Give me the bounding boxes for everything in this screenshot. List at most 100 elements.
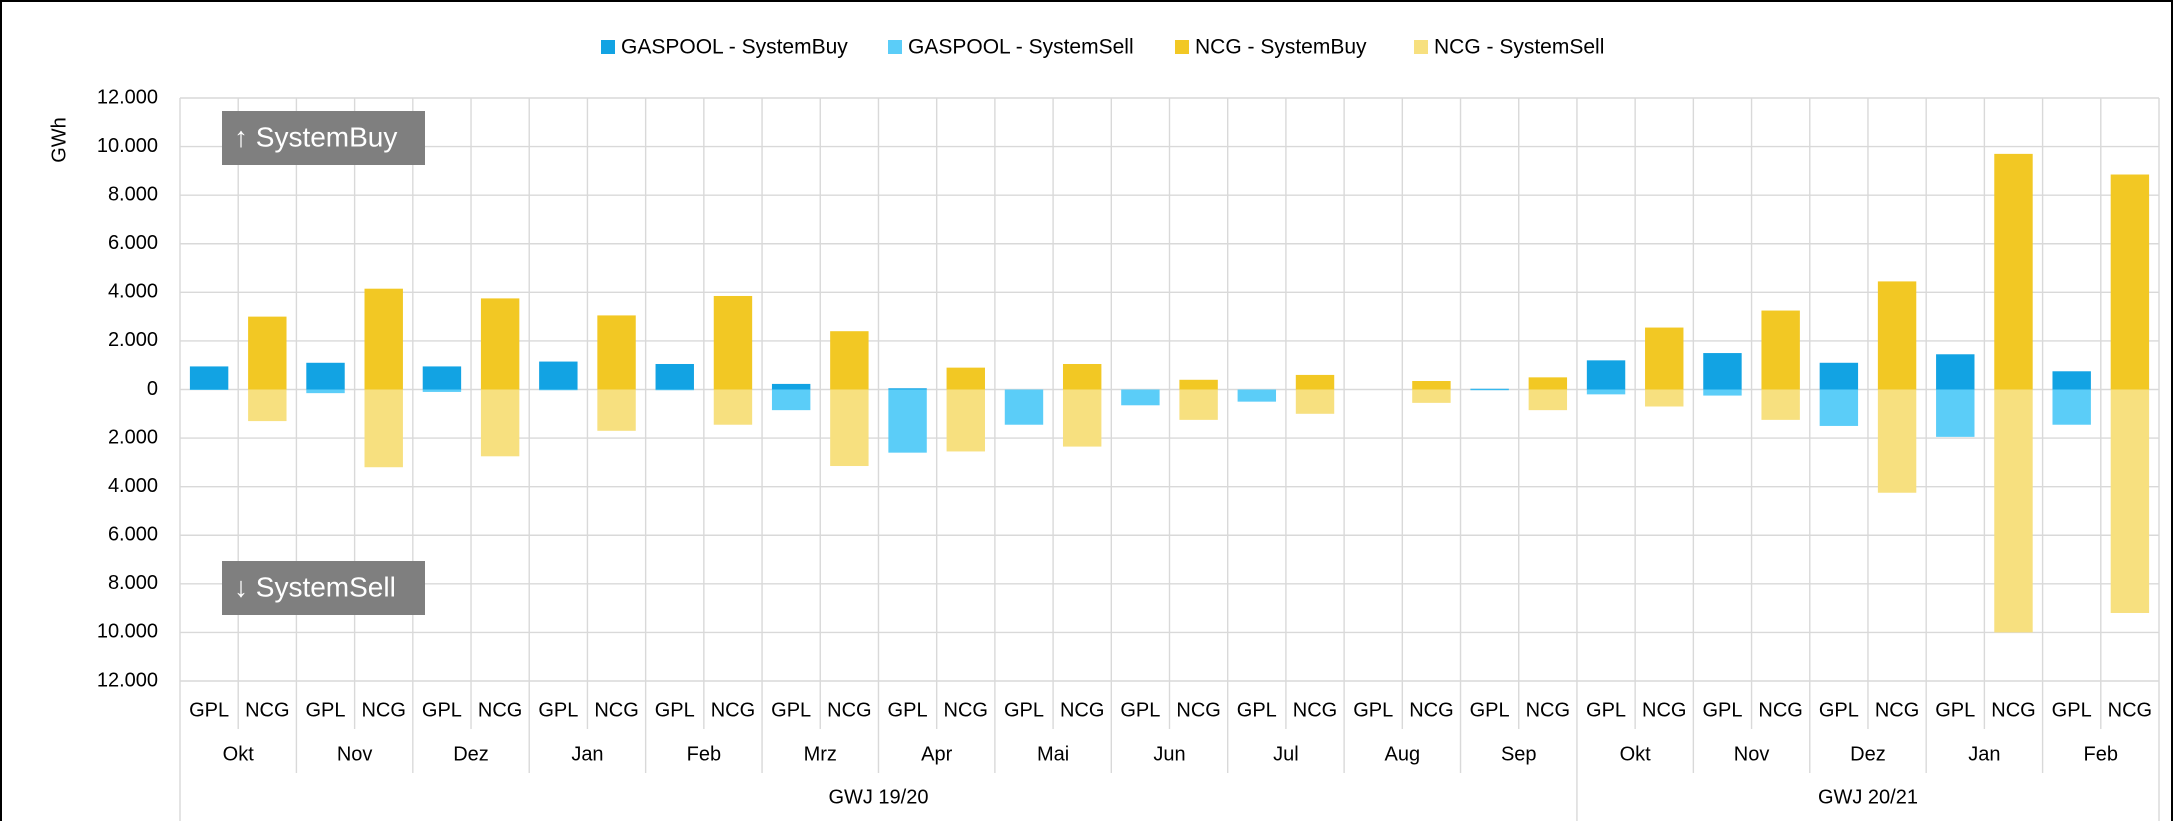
x-month-label: Aug	[1385, 743, 1421, 765]
x-subcategory-label: NCG	[1409, 699, 1453, 721]
x-subcategory-label: GPL	[655, 699, 695, 721]
x-subcategory-label: NCG	[2108, 699, 2152, 721]
x-month-label: Sep	[1501, 743, 1537, 765]
x-month-label: Apr	[921, 743, 952, 765]
x-subcategory-label: NCG	[1526, 699, 1570, 721]
x-month-label: Dez	[453, 743, 489, 765]
bar	[189, 366, 229, 390]
bar	[539, 361, 578, 390]
x-subcategory-label: NCG	[827, 699, 871, 721]
x-month-label: Jun	[1153, 743, 1185, 765]
bar	[2052, 389, 2091, 425]
legend-label: NCG - SystemBuy	[1195, 36, 1367, 59]
bar	[1528, 389, 1568, 411]
bar	[364, 288, 403, 390]
bar	[1994, 389, 2033, 633]
x-subcategory-label: NCG	[1991, 699, 2035, 721]
y-tick-label: 8.000	[108, 572, 158, 594]
bar	[1470, 388, 1509, 390]
y-tick-label: 4.000	[108, 281, 158, 303]
bar	[1295, 389, 1335, 414]
bar	[1819, 389, 1859, 426]
x-month-label: Feb	[2084, 743, 2118, 765]
x-subcategory-label: NCG	[245, 699, 289, 721]
bar	[480, 298, 520, 390]
y-tick-label: 0	[147, 378, 158, 400]
legend-label: GASPOOL - SystemSell	[908, 36, 1134, 59]
bar	[306, 362, 345, 390]
bar	[480, 389, 520, 457]
y-tick-label: 2.000	[108, 329, 158, 351]
bar	[306, 389, 345, 394]
bar	[1645, 389, 1684, 407]
bar	[713, 389, 753, 425]
x-month-label: Nov	[1734, 743, 1770, 765]
y-tick-label: 2.000	[108, 426, 158, 448]
x-subcategory-label: GPL	[1353, 699, 1393, 721]
bar	[1004, 389, 1044, 425]
x-subcategory-label: GPL	[189, 699, 229, 721]
bar	[1586, 360, 1626, 390]
bar	[830, 389, 869, 467]
x-subcategory-label: NCG	[944, 699, 988, 721]
bar	[655, 363, 694, 390]
bar	[1470, 389, 1509, 391]
bar	[1761, 389, 1800, 420]
x-subcategory-label: NCG	[1758, 699, 1802, 721]
bar	[1936, 354, 1975, 390]
bar	[1936, 389, 1975, 437]
annotation: ↓ SystemSell	[234, 571, 396, 602]
bar	[364, 389, 403, 468]
x-subcategory-label: NCG	[1642, 699, 1686, 721]
bar	[1179, 389, 1218, 420]
x-month-label: Okt	[223, 743, 255, 765]
x-month-label: Dez	[1850, 743, 1886, 765]
x-subcategory-label: NCG	[711, 699, 755, 721]
bar	[1528, 377, 1568, 390]
bar	[539, 389, 578, 391]
x-subcategory-label: GPL	[1935, 699, 1975, 721]
legend-swatch	[1414, 40, 1428, 54]
bar	[422, 366, 462, 390]
bar	[1062, 389, 1102, 447]
bar	[655, 389, 694, 391]
bar	[1586, 389, 1626, 395]
x-month-label: Mai	[1037, 743, 1069, 765]
bar	[1819, 362, 1859, 390]
bar	[1412, 389, 1451, 403]
legend-swatch	[1175, 40, 1189, 54]
bar	[1412, 380, 1451, 390]
y-tick-label: 6.000	[108, 524, 158, 546]
x-period-label: GWJ 20/21	[1818, 786, 1918, 808]
bar	[1761, 310, 1800, 390]
x-month-label: Feb	[687, 743, 721, 765]
legend-swatch	[601, 40, 615, 54]
legend-label: GASPOOL - SystemBuy	[621, 36, 848, 59]
x-subcategory-label: GPL	[1237, 699, 1277, 721]
x-subcategory-label: GPL	[1819, 699, 1859, 721]
x-month-label: Jan	[1968, 743, 2000, 765]
x-subcategory-label: NCG	[361, 699, 405, 721]
bar	[1237, 389, 1277, 402]
bar	[946, 389, 985, 452]
bar	[1877, 281, 1917, 390]
y-tick-label: 12.000	[97, 86, 158, 108]
bar	[1295, 374, 1335, 390]
x-subcategory-label: GPL	[1004, 699, 1044, 721]
y-tick-label: 4.000	[108, 475, 158, 497]
annotation: ↑ SystemBuy	[234, 121, 397, 152]
x-subcategory-label: GPL	[1702, 699, 1742, 721]
bar	[830, 331, 869, 390]
bar	[1703, 353, 1742, 390]
bar	[2110, 174, 2150, 390]
x-subcategory-label: NCG	[1293, 699, 1337, 721]
x-subcategory-label: NCG	[594, 699, 638, 721]
bar	[771, 389, 811, 411]
x-subcategory-label: GPL	[2052, 699, 2092, 721]
bar	[248, 316, 287, 390]
x-subcategory-label: GPL	[422, 699, 462, 721]
annotation-box	[222, 111, 425, 165]
bar	[713, 295, 753, 390]
